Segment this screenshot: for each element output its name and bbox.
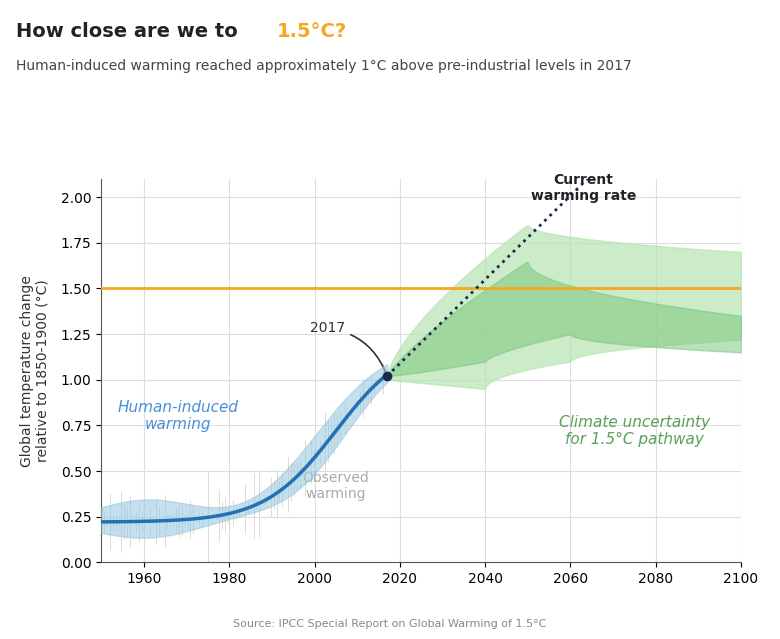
Text: Human-induced
warming: Human-induced warming [118, 400, 239, 433]
Text: Current
warming rate: Current warming rate [530, 173, 636, 203]
Text: Observed
warming: Observed warming [303, 470, 369, 501]
Text: Climate uncertainty
for 1.5°C pathway: Climate uncertainty for 1.5°C pathway [558, 415, 710, 447]
Text: 1.5°C?: 1.5°C? [277, 22, 347, 42]
Text: Human-induced warming reached approximately 1°C above pre-industrial levels in 2: Human-induced warming reached approximat… [16, 59, 631, 73]
Text: 2017: 2017 [310, 321, 386, 374]
Text: How close are we to: How close are we to [16, 22, 244, 42]
Y-axis label: Global temperature change
relative to 1850-1900 (°C): Global temperature change relative to 18… [20, 275, 50, 466]
Text: Source: IPCC Special Report on Global Warming of 1.5°C: Source: IPCC Special Report on Global Wa… [233, 619, 547, 629]
